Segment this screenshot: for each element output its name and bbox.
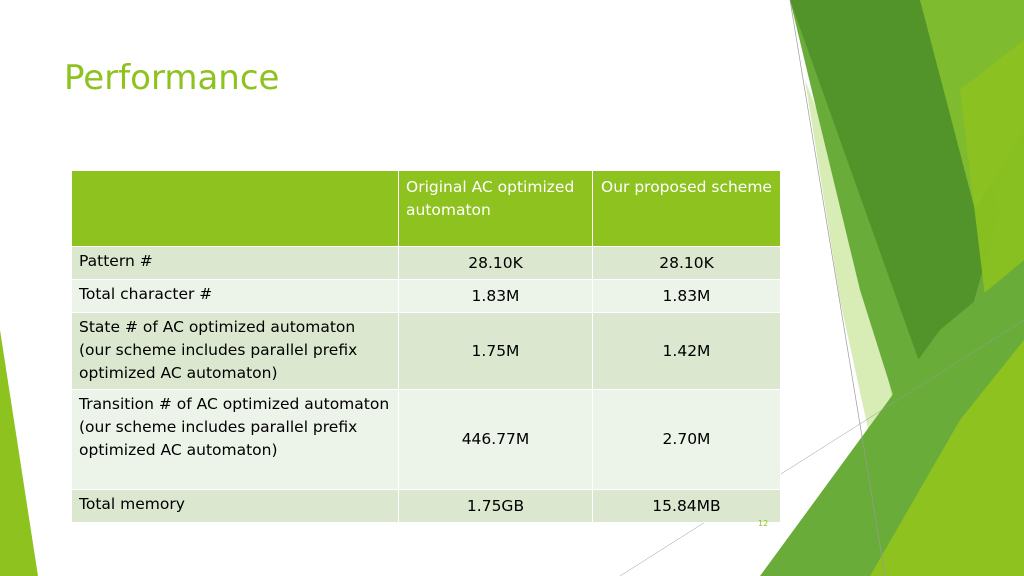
right-facet-bottom-light: [870, 340, 1024, 576]
table-row: Transition # of AC optimized automaton (…: [71, 389, 781, 490]
original-value: 1.83M: [398, 279, 593, 313]
table-row: Total memory 1.75GB 15.84MB: [71, 489, 781, 523]
row-label: Total memory: [71, 489, 399, 523]
header-original-ac: Original AC optimized automaton: [398, 170, 593, 247]
row-label-line: State # of AC optimized automaton: [79, 318, 356, 336]
table-row: Pattern # 28.10K 28.10K: [71, 246, 781, 280]
row-label-line: Transition # of AC optimized automaton: [79, 395, 390, 413]
row-label-line: (our scheme includes parallel prefix opt…: [79, 341, 358, 382]
row-label: Pattern #: [71, 246, 399, 280]
row-label: State # of AC optimized automaton (our s…: [71, 312, 399, 390]
slide-title: Performance: [64, 58, 280, 98]
performance-table-container: Original AC optimized automaton Our prop…: [71, 170, 781, 523]
table-row: Total character # 1.83M 1.83M: [71, 279, 781, 313]
row-label: Total character #: [71, 279, 399, 313]
row-label: Transition # of AC optimized automaton (…: [71, 389, 399, 490]
row-label-line: (our scheme includes parallel prefix opt…: [79, 418, 358, 459]
proposed-value: 1.42M: [592, 312, 781, 390]
original-value: 1.75GB: [398, 489, 593, 523]
proposed-value: 1.83M: [592, 279, 781, 313]
proposed-value: 2.70M: [592, 389, 781, 490]
original-value: 1.75M: [398, 312, 593, 390]
original-value: 446.77M: [398, 389, 593, 490]
table-row: State # of AC optimized automaton (our s…: [71, 312, 781, 390]
performance-table: Original AC optimized automaton Our prop…: [71, 170, 781, 523]
left-facet: [0, 330, 38, 576]
header-empty: [71, 170, 399, 247]
proposed-value: 15.84MB: [592, 489, 781, 523]
original-value: 28.10K: [398, 246, 593, 280]
right-facet-line-1: [789, 0, 886, 576]
table-header-row: Original AC optimized automaton Our prop…: [71, 170, 781, 247]
page-number: 12: [758, 519, 769, 528]
proposed-value: 28.10K: [592, 246, 781, 280]
right-facet-line-2: [619, 319, 1024, 576]
header-proposed-scheme: Our proposed scheme: [592, 170, 781, 247]
